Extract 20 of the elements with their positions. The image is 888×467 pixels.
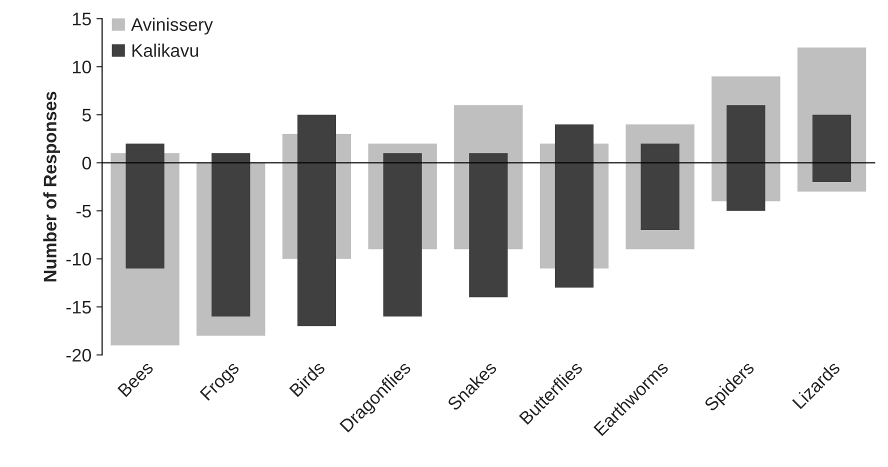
- legend-label: Kalikavu: [132, 44, 198, 57]
- y-tick-label: 15: [73, 12, 91, 26]
- bar: [383, 153, 422, 316]
- y-tick-label: 0: [82, 156, 91, 170]
- bar: [812, 114, 852, 182]
- y-tick-label: -10: [66, 252, 91, 266]
- y-tick-label: -20: [66, 348, 91, 362]
- legend-label: Avinissery: [131, 18, 213, 35]
- y-tick-label: -5: [76, 204, 91, 218]
- bar: [126, 144, 164, 268]
- bar: [554, 124, 594, 288]
- y-tick-label: -15: [66, 301, 91, 314]
- y-tick-label: 5: [82, 108, 91, 122]
- bar: [640, 144, 680, 230]
- bar: [297, 114, 336, 326]
- y-axis-title: Number of Responses: [43, 92, 60, 282]
- y-tick-label: 10: [73, 60, 91, 74]
- bar: [726, 105, 766, 211]
- bar: [212, 153, 250, 316]
- bar: [469, 153, 508, 298]
